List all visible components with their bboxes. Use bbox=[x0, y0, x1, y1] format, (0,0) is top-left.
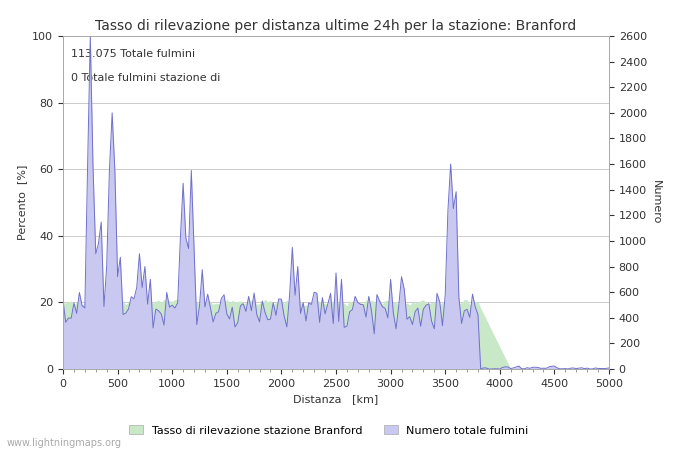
Title: Tasso di rilevazione per distanza ultime 24h per la stazione: Branford: Tasso di rilevazione per distanza ultime… bbox=[95, 19, 577, 33]
Text: www.lightningmaps.org: www.lightningmaps.org bbox=[7, 438, 122, 448]
Text: 113.075 Totale fulmini: 113.075 Totale fulmini bbox=[71, 50, 195, 59]
Legend: Tasso di rilevazione stazione Branford, Numero totale fulmini: Tasso di rilevazione stazione Branford, … bbox=[125, 421, 533, 440]
Y-axis label: Percento  [%]: Percento [%] bbox=[17, 165, 27, 240]
Text: 0 Totale fulmini stazione di: 0 Totale fulmini stazione di bbox=[71, 72, 220, 83]
X-axis label: Distanza   [km]: Distanza [km] bbox=[293, 394, 379, 404]
Y-axis label: Numero: Numero bbox=[651, 180, 661, 225]
